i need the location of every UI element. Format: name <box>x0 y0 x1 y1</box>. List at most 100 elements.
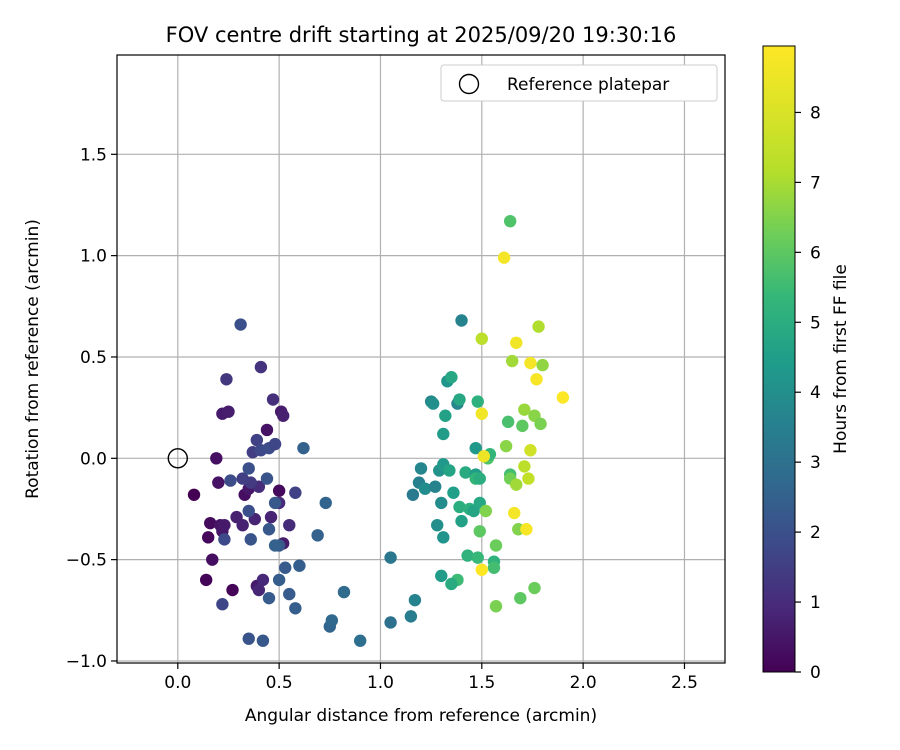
data-point <box>435 569 448 583</box>
grid-lines <box>117 55 725 663</box>
data-point <box>204 516 217 530</box>
data-point <box>262 523 276 536</box>
chart-title: FOV centre drift starting at 2025/09/20 … <box>166 23 677 47</box>
data-point <box>272 484 286 497</box>
colorbar-tick-label: 8 <box>810 103 821 123</box>
colorbar-label: Hours from first FF file <box>831 264 851 454</box>
data-point <box>244 533 257 546</box>
data-point <box>220 373 233 386</box>
data-point <box>524 444 537 457</box>
data-point <box>435 496 448 510</box>
data-point <box>216 598 229 611</box>
data-point <box>475 332 488 345</box>
data-point <box>453 500 466 514</box>
y-axis-ticks: −1.0 −0.5 0.0 0.5 1.0 1.5 <box>66 145 117 672</box>
x-tick-label: 2.0 <box>570 673 597 693</box>
data-point <box>210 452 223 465</box>
data-point <box>426 397 440 410</box>
data-point <box>384 551 397 564</box>
data-point <box>262 591 276 605</box>
data-point <box>283 518 296 532</box>
data-point <box>489 539 503 552</box>
data-point <box>236 518 249 532</box>
data-point <box>528 581 541 595</box>
x-tick-label: 0.5 <box>266 673 293 693</box>
data-point <box>524 356 537 370</box>
y-tick-label: 0.5 <box>80 348 107 368</box>
data-point <box>384 616 397 629</box>
data-point <box>202 531 215 544</box>
data-point <box>530 373 543 386</box>
colorbar-tick-label: 6 <box>810 243 821 263</box>
data-point <box>242 504 255 518</box>
data-point <box>256 573 270 587</box>
data-point <box>276 409 290 422</box>
data-point <box>437 531 450 544</box>
data-point <box>212 476 225 489</box>
colorbar-tick-label: 4 <box>810 383 821 403</box>
colorbar-tick-label: 7 <box>810 173 821 193</box>
data-point <box>510 478 523 491</box>
data-point <box>536 358 549 372</box>
data-point <box>518 460 531 473</box>
data-point <box>455 314 468 327</box>
legend-reference-marker <box>458 73 480 95</box>
data-point <box>447 486 460 499</box>
data-point <box>404 610 418 623</box>
data-point <box>260 472 274 485</box>
data-point <box>218 533 231 546</box>
x-tick-label: 0.0 <box>164 673 191 693</box>
colorbar-ticks: 0 1 2 3 4 5 6 7 8 <box>795 103 821 683</box>
data-point <box>516 419 529 433</box>
data-point <box>268 496 282 510</box>
x-axis-ticks: 0.0 0.5 1.0 1.5 2.0 2.5 <box>164 663 698 693</box>
data-point <box>487 561 501 574</box>
data-point <box>518 403 531 416</box>
y-tick-label: 1.5 <box>80 145 107 165</box>
data-points <box>187 214 570 647</box>
data-point <box>497 251 511 264</box>
colorbar-tick-label: 3 <box>810 453 821 473</box>
data-point <box>337 585 351 599</box>
data-point <box>293 559 306 572</box>
x-tick-label: 2.5 <box>671 673 698 693</box>
data-point <box>250 433 264 447</box>
data-point <box>520 523 533 536</box>
data-point <box>218 518 231 532</box>
y-axis-label: Rotation from reference (arcmin) <box>23 219 43 499</box>
data-point <box>187 488 201 501</box>
data-point <box>469 441 482 455</box>
data-point <box>428 480 442 493</box>
data-point <box>475 563 488 576</box>
data-point <box>408 593 422 607</box>
data-point <box>443 464 456 477</box>
data-point <box>455 514 468 528</box>
data-point <box>459 466 472 479</box>
data-point <box>475 407 488 420</box>
data-point <box>414 462 428 475</box>
data-point <box>354 634 367 647</box>
y-tick-label: −1.0 <box>66 652 107 672</box>
data-point <box>289 486 302 499</box>
legend-box <box>440 64 718 102</box>
data-point <box>266 393 280 406</box>
data-point <box>556 391 570 404</box>
x-axis-label: Angular distance from reference (arcmin) <box>245 706 597 726</box>
x-tick-label: 1.5 <box>468 673 495 693</box>
data-point <box>319 496 332 510</box>
y-tick-label: 1.0 <box>80 247 107 267</box>
data-point <box>534 417 547 431</box>
data-point <box>532 320 545 333</box>
data-point <box>406 488 420 501</box>
data-point <box>453 393 466 406</box>
colorbar: 0 1 2 3 4 5 6 7 8 Hours from first FF file <box>762 45 851 683</box>
data-point <box>226 583 239 597</box>
legend: Reference platepar <box>440 64 718 102</box>
data-point <box>222 405 235 418</box>
data-point <box>522 472 535 485</box>
legend-label: Reference platepar <box>507 75 669 95</box>
data-point <box>431 518 444 532</box>
data-point <box>510 336 523 349</box>
data-point <box>199 573 213 587</box>
data-point <box>268 437 282 451</box>
